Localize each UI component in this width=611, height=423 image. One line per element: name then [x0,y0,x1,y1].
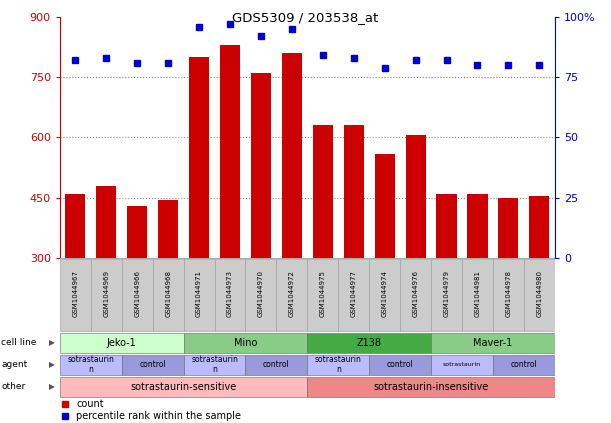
Bar [493,259,524,331]
Text: ▶: ▶ [49,338,55,347]
Bar [369,354,431,375]
Text: sotrastaurin-insensitive: sotrastaurin-insensitive [373,382,489,392]
Bar [122,259,153,331]
Bar [529,196,549,258]
Bar [307,259,338,331]
Text: GDS5309 / 203538_at: GDS5309 / 203538_at [232,11,379,24]
Text: Jeko-1: Jeko-1 [107,338,137,348]
Bar [431,354,493,375]
Bar [122,354,184,375]
Text: sotrastaurin
n: sotrastaurin n [67,355,114,374]
Text: GSM1044975: GSM1044975 [320,270,326,317]
Text: sotrastaurin
n: sotrastaurin n [315,355,362,374]
Text: sotrastaurin
n: sotrastaurin n [191,355,238,374]
Bar [499,198,519,258]
Text: GSM1044979: GSM1044979 [444,270,450,317]
Text: Maver-1: Maver-1 [474,338,513,348]
Text: cell line: cell line [1,338,37,347]
Bar [96,186,116,258]
Bar [246,354,307,375]
Text: sotrastaurin-sensitive: sotrastaurin-sensitive [131,382,236,392]
Bar [406,135,426,258]
Bar [184,354,246,375]
Text: GSM1044978: GSM1044978 [505,270,511,317]
Text: control: control [510,360,537,369]
Text: GSM1044969: GSM1044969 [103,270,109,317]
Bar [307,376,555,397]
Bar [60,259,91,331]
Text: GSM1044974: GSM1044974 [382,270,387,317]
Bar [369,259,400,331]
Bar [214,259,246,331]
Bar [524,259,555,331]
Text: other: other [1,382,26,391]
Bar [462,259,493,331]
Text: sotrastaurin: sotrastaurin [443,362,481,367]
Text: control: control [139,360,166,369]
Text: GSM1044980: GSM1044980 [536,270,543,317]
Text: GSM1044981: GSM1044981 [475,270,480,317]
Bar [184,332,307,353]
Text: GSM1044972: GSM1044972 [289,270,295,317]
Text: ▶: ▶ [49,382,55,391]
Bar [276,259,307,331]
Text: control: control [263,360,290,369]
Bar [436,194,456,258]
Text: GSM1044966: GSM1044966 [134,270,140,317]
Text: GSM1044970: GSM1044970 [258,270,264,317]
Bar [431,259,462,331]
Text: Z138: Z138 [357,338,382,348]
Bar [338,259,369,331]
Text: control: control [387,360,414,369]
Bar [251,73,271,258]
Bar [493,354,555,375]
Bar [60,376,307,397]
Bar [189,57,209,258]
Text: agent: agent [1,360,27,369]
Bar [467,194,488,258]
Bar [153,259,184,331]
Text: GSM1044967: GSM1044967 [72,270,78,317]
Text: count: count [76,399,104,409]
Bar [375,154,395,258]
Bar [307,332,431,353]
Text: ▶: ▶ [49,360,55,369]
Bar [60,354,122,375]
Bar [65,194,86,258]
Text: percentile rank within the sample: percentile rank within the sample [76,411,241,421]
Bar [246,259,276,331]
Bar [282,53,302,258]
Bar [307,354,369,375]
Bar [127,206,147,258]
Bar [220,45,240,258]
Text: GSM1044973: GSM1044973 [227,270,233,317]
Text: GSM1044976: GSM1044976 [412,270,419,317]
Bar [158,200,178,258]
Bar [313,126,333,258]
Bar [343,126,364,258]
Bar [91,259,122,331]
Bar [60,332,184,353]
Bar [400,259,431,331]
Bar [431,332,555,353]
Bar [184,259,214,331]
Text: GSM1044968: GSM1044968 [165,270,171,317]
Text: GSM1044977: GSM1044977 [351,270,357,317]
Text: Mino: Mino [234,338,257,348]
Text: GSM1044971: GSM1044971 [196,270,202,317]
